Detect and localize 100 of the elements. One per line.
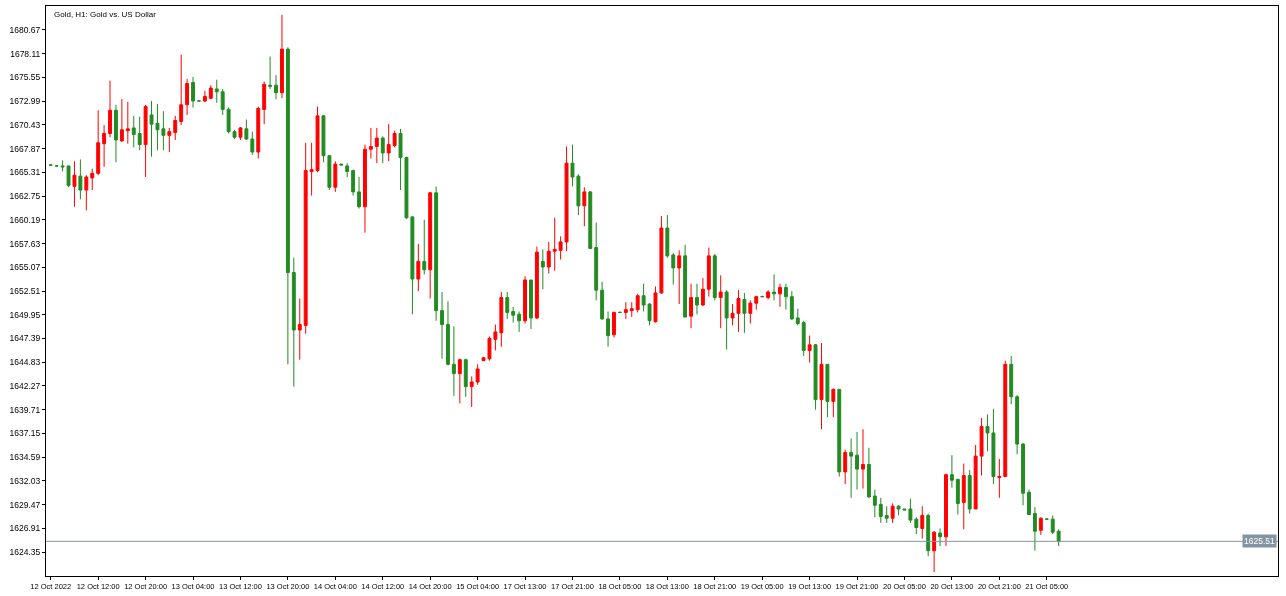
candlestick [778, 283, 782, 308]
candlestick [238, 126, 243, 141]
candlestick [724, 289, 729, 350]
candlestick [819, 342, 824, 430]
candlestick [386, 123, 391, 162]
ref-line-label: 1625.51 [1244, 536, 1275, 546]
candlestick [280, 14, 284, 99]
candlestick [695, 283, 699, 315]
candlestick [890, 502, 895, 524]
candlestick [754, 295, 759, 311]
candlestick [1015, 394, 1020, 455]
text: Gold, H1: Gold vs. US Dollar [54, 10, 157, 19]
candlestick [623, 301, 628, 320]
candlestick [706, 247, 711, 298]
candlestick [789, 290, 794, 321]
y-tick-label: 1662.75 [9, 191, 41, 202]
y-tick-label: 1644.83 [9, 357, 41, 368]
candlestick [612, 310, 616, 338]
candlestick [606, 310, 610, 348]
y-tick-label: 1680.67 [9, 24, 41, 35]
candlestick [434, 185, 439, 322]
candlestick [339, 163, 344, 166]
candlestick [1038, 516, 1043, 536]
candlestick [748, 299, 753, 325]
candlestick [262, 81, 267, 125]
candlestick [961, 463, 966, 530]
candlestick [878, 497, 883, 524]
candlestick [861, 428, 865, 490]
candlestick [552, 217, 557, 272]
y-tick-label: 1672.99 [9, 96, 41, 107]
y-tick-label: 1660.19 [9, 214, 41, 225]
candlestick [629, 301, 634, 318]
candlestick [511, 306, 516, 324]
candlestick [297, 298, 302, 361]
candlestick [944, 473, 948, 547]
candlestick [849, 438, 854, 499]
y-tick-label: 1657.63 [9, 238, 41, 249]
y-tick-label: 1624.35 [9, 547, 41, 558]
candlestick [214, 79, 219, 104]
candlestick [179, 54, 184, 126]
candlestick [689, 283, 693, 329]
candlestick [766, 289, 771, 300]
y-tick-label: 1655.07 [9, 262, 41, 273]
candlestick [783, 283, 788, 311]
y-tick-label: 1637.15 [9, 428, 41, 439]
candlestick [997, 458, 1002, 499]
candlestick [285, 46, 290, 365]
candlestick [363, 144, 367, 234]
candlestick [463, 358, 468, 398]
candlestick [125, 101, 130, 145]
candlestick [594, 221, 599, 301]
y-tick-label: 1665.31 [9, 167, 41, 178]
candlestick [665, 214, 670, 259]
candlestick [291, 257, 296, 388]
candlestick [825, 363, 830, 418]
candlestick [333, 160, 338, 193]
candlestick [831, 387, 836, 418]
candlestick [475, 363, 480, 386]
candlestick [534, 246, 539, 320]
candlestick [96, 109, 101, 176]
candlestick [813, 343, 818, 411]
candlestick [938, 527, 943, 547]
candlestick [1003, 360, 1008, 478]
candlestick [600, 281, 605, 321]
candlestick [457, 358, 462, 404]
candlestick [955, 478, 960, 516]
candlestick [700, 277, 705, 307]
candlestick [78, 158, 83, 200]
candlestick [191, 76, 195, 109]
y-tick-label: 1639.71 [9, 404, 41, 415]
candlestick [72, 160, 77, 208]
candlestick [274, 74, 278, 100]
candlestick [1056, 528, 1061, 547]
candlestick [185, 78, 190, 116]
candlestick [967, 469, 972, 515]
candlestick [422, 219, 427, 275]
candlestick [114, 104, 118, 163]
candlestick [119, 98, 124, 143]
candlestick [884, 505, 889, 524]
candlestick [368, 127, 373, 160]
candlestick [1050, 514, 1055, 535]
candlestick [523, 275, 527, 325]
candlestick [683, 244, 688, 318]
candlestick [588, 190, 593, 249]
candlestick [220, 88, 225, 116]
y-tick-label: 1649.95 [9, 309, 41, 320]
y-tick-label: 1667.87 [9, 143, 41, 154]
candlestick [866, 447, 871, 499]
candlestick [416, 243, 421, 292]
y-tick-label: 1678.11 [10, 48, 41, 59]
candlestick [173, 115, 178, 141]
candlestick [540, 248, 545, 290]
candlestick [677, 249, 682, 305]
y-tick-label: 1629.47 [9, 499, 41, 510]
candlestick [108, 80, 112, 138]
y-tick-label: 1647.39 [9, 333, 41, 344]
candlestick [131, 115, 136, 148]
candlestick [855, 431, 860, 490]
candlestick [357, 176, 361, 210]
candlestick [303, 142, 308, 335]
